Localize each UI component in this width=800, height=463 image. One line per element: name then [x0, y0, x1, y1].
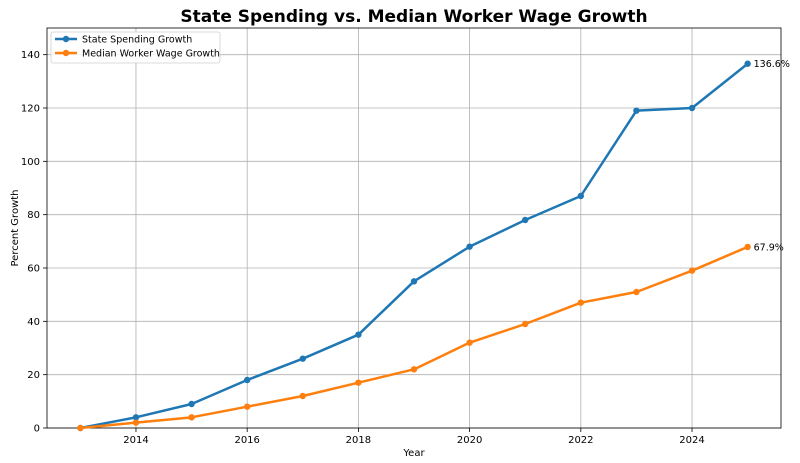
y-tick-label: 80 [27, 210, 40, 221]
data-point [132, 419, 140, 426]
end-value-label: 67.9% [754, 242, 784, 253]
legend-box [50, 31, 221, 64]
legend: State Spending Growth Median Worker Wage … [50, 31, 221, 64]
x-tick-label: 2020 [457, 435, 482, 446]
series-line [80, 245, 749, 430]
y-tick-label: 60 [27, 264, 40, 275]
data-point [466, 339, 473, 346]
grid [47, 28, 781, 429]
y-axis-label: Percent Growth [10, 189, 21, 266]
axes: 2014 2016 2018 2020 2022 2024 0 20 40 60 80 100 120 1… [21, 27, 782, 446]
data-point [132, 414, 140, 421]
y-tick-label: 0 [34, 424, 40, 435]
data-point [633, 288, 640, 296]
end-value-label: 136.6% [754, 59, 790, 70]
data-point [243, 376, 251, 384]
x-tick-label: 2018 [346, 435, 371, 446]
data-point [577, 299, 585, 306]
y-tick-label: 120 [21, 104, 40, 115]
legend-label: Median Worker Wage Growth [82, 49, 220, 60]
data-point [355, 379, 362, 386]
data-point [577, 192, 585, 200]
x-tick-label: 2014 [123, 435, 148, 446]
data-point [633, 107, 640, 114]
plot-frame [46, 27, 782, 429]
legend-marker [62, 49, 70, 57]
data-point [243, 403, 251, 410]
data-point [188, 400, 195, 408]
legend-label: State Spending Growth [82, 35, 192, 46]
series-state-spending-growth: 136.6% [77, 59, 790, 432]
data-point [688, 267, 696, 274]
y-tick-label: 40 [27, 317, 40, 328]
data-point [299, 355, 306, 362]
x-tick-label: 2022 [568, 435, 593, 446]
data-point [522, 320, 529, 328]
data-point [744, 60, 751, 67]
data-point [188, 414, 195, 421]
data-point [410, 278, 418, 285]
data-point [410, 366, 418, 373]
x-axis-label: Year [402, 448, 425, 459]
y-tick-label: 20 [27, 370, 40, 381]
series-line [80, 62, 749, 430]
data-point [299, 392, 306, 400]
y-tick-label: 100 [21, 157, 40, 168]
chart-title: State Spending vs. Median Worker Wage Gr… [180, 7, 647, 27]
data-point [688, 104, 696, 112]
series-median-worker-wage-growth: 67.9% [77, 242, 784, 432]
y-tick-label: 140 [21, 50, 40, 61]
legend-marker [62, 35, 70, 43]
data-point [466, 243, 473, 250]
x-tick-label: 2024 [679, 435, 704, 446]
data-point [355, 331, 362, 338]
series-group: 136.6% 67.9% [77, 59, 790, 432]
data-point [522, 216, 529, 224]
data-point [77, 424, 84, 432]
data-point [744, 243, 751, 251]
x-tick-label: 2016 [234, 435, 259, 446]
